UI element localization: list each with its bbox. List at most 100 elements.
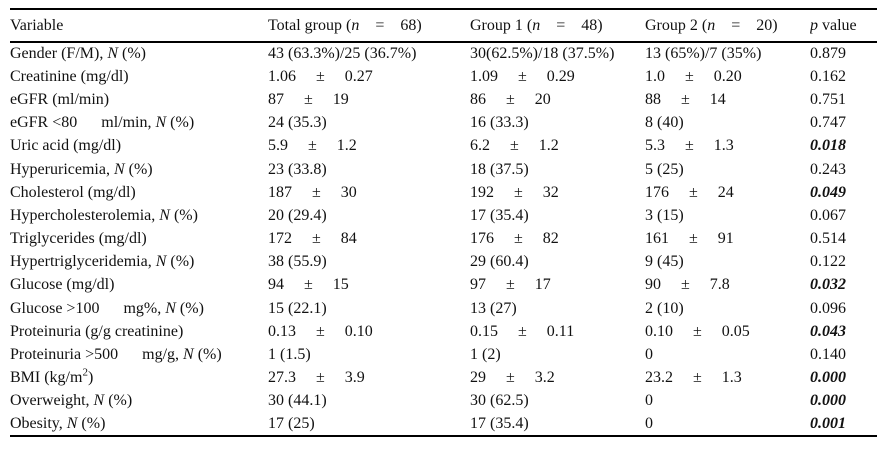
- p-value: 0.018: [810, 137, 846, 155]
- p-value: 0.043: [810, 322, 846, 340]
- table-row: eGFR <80 ml/min, N (%) 24 (35.3) 16 (33.…: [10, 112, 877, 135]
- group1-value: 1 (2): [470, 346, 501, 364]
- variable-label: Glucose >100 mg%, N (%): [10, 299, 204, 317]
- table-row: Creatinine (mg/dl) 1.06 ± 0.27 1.09 ± 0.…: [10, 65, 877, 88]
- group1-value: 192 ± 32: [470, 183, 559, 201]
- variable-label: Cholesterol (mg/dl): [10, 183, 136, 201]
- total-group-value: 5.9 ± 1.2: [268, 137, 357, 155]
- table-row: Glucose (mg/dl) 94 ± 15 97 ± 17 90 ± 7.8…: [10, 274, 877, 297]
- table-row: Proteinuria >500 mg/g, N (%) 1 (1.5) 1 (…: [10, 343, 877, 366]
- variable-label: Uric acid (mg/dl): [10, 137, 122, 155]
- group2-value: 0: [645, 392, 653, 410]
- group2-value: 90 ± 7.8: [645, 276, 730, 294]
- group2-value: 0: [645, 346, 653, 364]
- p-value: 0.514: [810, 230, 846, 248]
- group2-value: 13 (65%)/7 (35%): [645, 45, 762, 63]
- p-value: 0.243: [810, 160, 846, 178]
- group1-value: 13 (27): [470, 299, 517, 317]
- total-group-value: 38 (55.9): [268, 253, 327, 271]
- total-group-value: 20 (29.4): [268, 206, 327, 224]
- variable-label: Hypertriglyceridemia, N (%): [10, 253, 195, 271]
- group2-value: 1.0 ± 0.20: [645, 67, 742, 85]
- total-group-value: 23 (33.8): [268, 160, 327, 178]
- total-group-value: 1 (1.5): [268, 346, 311, 364]
- variable-label: Gender (F/M), N (%): [10, 45, 146, 63]
- p-value: 0.000: [810, 392, 846, 410]
- group1-value: 17 (35.4): [470, 415, 529, 433]
- p-value: 0.140: [810, 346, 846, 364]
- total-group-value: 0.13 ± 0.10: [268, 322, 373, 340]
- table-row: Uric acid (mg/dl) 5.9 ± 1.2 6.2 ± 1.2 5.…: [10, 135, 877, 158]
- total-group-value: 172 ± 84: [268, 230, 357, 248]
- p-value: 0.032: [810, 276, 846, 294]
- p-value: 0.000: [810, 369, 846, 387]
- group1-value: 176 ± 82: [470, 230, 559, 248]
- group2-value: 88 ± 14: [645, 90, 726, 108]
- group1-value: 17 (35.4): [470, 206, 529, 224]
- group2-value: 5 (25): [645, 160, 684, 178]
- table-row: Triglycerides (mg/dl) 172 ± 84 176 ± 82 …: [10, 228, 877, 251]
- col-header-group1: Group 1 (n = 48): [470, 16, 603, 34]
- group1-value: 6.2 ± 1.2: [470, 137, 559, 155]
- total-group-value: 27.3 ± 3.9: [268, 369, 365, 387]
- table-row: BMI (kg/m2) 27.3 ± 3.9 29 ± 3.2 23.2 ± 1…: [10, 367, 877, 390]
- group2-value: 3 (15): [645, 206, 684, 224]
- variable-label: Glucose (mg/dl): [10, 276, 115, 294]
- group1-value: 29 ± 3.2: [470, 369, 555, 387]
- variable-label: Hyperuricemia, N (%): [10, 160, 153, 178]
- table-row: Cholesterol (mg/dl) 187 ± 30 192 ± 32 17…: [10, 181, 877, 204]
- col-header-variable: Variable: [10, 16, 64, 34]
- total-group-value: 87 ± 19: [268, 90, 349, 108]
- total-group-value: 187 ± 30: [268, 183, 357, 201]
- group1-value: 97 ± 17: [470, 276, 551, 294]
- group2-value: 23.2 ± 1.3: [645, 369, 742, 387]
- table-row: eGFR (ml/min) 87 ± 19 86 ± 20 88 ± 14 0.…: [10, 88, 877, 111]
- table-row: Obesity, N (%) 17 (25) 17 (35.4) 0 0.001: [10, 413, 877, 436]
- group1-value: 1.09 ± 0.29: [470, 67, 575, 85]
- total-group-value: 94 ± 15: [268, 276, 349, 294]
- group1-value: 16 (33.3): [470, 114, 529, 132]
- group2-value: 176 ± 24: [645, 183, 734, 201]
- group1-value: 18 (37.5): [470, 160, 529, 178]
- total-group-value: 30 (44.1): [268, 392, 327, 410]
- table-row: Proteinuria (g/g creatinine) 0.13 ± 0.10…: [10, 320, 877, 343]
- table-row: Glucose >100 mg%, N (%) 15 (22.1) 13 (27…: [10, 297, 877, 320]
- variable-label: BMI (kg/m2): [10, 366, 94, 387]
- variable-label: Obesity, N (%): [10, 415, 106, 433]
- total-group-value: 1.06 ± 0.27: [268, 67, 373, 85]
- table-body: Gender (F/M), N (%) 43 (63.3%)/25 (36.7%…: [10, 42, 877, 436]
- group2-value: 8 (40): [645, 114, 684, 132]
- table-row: Hypertriglyceridemia, N (%) 38 (55.9) 29…: [10, 251, 877, 274]
- group1-value: 30 (62.5): [470, 392, 529, 410]
- col-header-p-value: p value: [810, 16, 857, 34]
- p-value: 0.067: [810, 206, 846, 224]
- group2-value: 2 (10): [645, 299, 684, 317]
- table-row: Gender (F/M), N (%) 43 (63.3%)/25 (36.7%…: [10, 42, 877, 65]
- p-value: 0.879: [810, 45, 846, 63]
- col-header-group2: Group 2 (n = 20): [645, 16, 778, 34]
- header-row: Variable Total group (n = 68) Group 1 (n…: [10, 9, 877, 42]
- total-group-value: 15 (22.1): [268, 299, 327, 317]
- total-group-value: 43 (63.3%)/25 (36.7%): [268, 45, 417, 63]
- group2-value: 0.10 ± 0.05: [645, 322, 750, 340]
- total-group-value: 24 (35.3): [268, 114, 327, 132]
- p-value: 0.001: [810, 415, 846, 433]
- group1-value: 0.15 ± 0.11: [470, 322, 575, 340]
- table-row: Hypercholesterolemia, N (%) 20 (29.4) 17…: [10, 204, 877, 227]
- p-value: 0.162: [810, 67, 846, 85]
- variable-label: Creatinine (mg/dl): [10, 67, 129, 85]
- table-row: Hyperuricemia, N (%) 23 (33.8) 18 (37.5)…: [10, 158, 877, 181]
- table-header: Variable Total group (n = 68) Group 1 (n…: [10, 9, 877, 42]
- group2-value: 9 (45): [645, 253, 684, 271]
- variable-label: Proteinuria >500 mg/g, N (%): [10, 346, 222, 364]
- p-value: 0.049: [810, 183, 846, 201]
- p-value: 0.122: [810, 253, 846, 271]
- variable-label: Overweight, N (%): [10, 392, 133, 410]
- variable-label: Proteinuria (g/g creatinine): [10, 322, 184, 340]
- variable-label: Hypercholesterolemia, N (%): [10, 206, 198, 224]
- group1-value: 30(62.5%)/18 (37.5%): [470, 45, 615, 63]
- variable-label: eGFR (ml/min): [10, 90, 110, 108]
- group2-value: 161 ± 91: [645, 230, 734, 248]
- variable-label: Triglycerides (mg/dl): [10, 230, 147, 248]
